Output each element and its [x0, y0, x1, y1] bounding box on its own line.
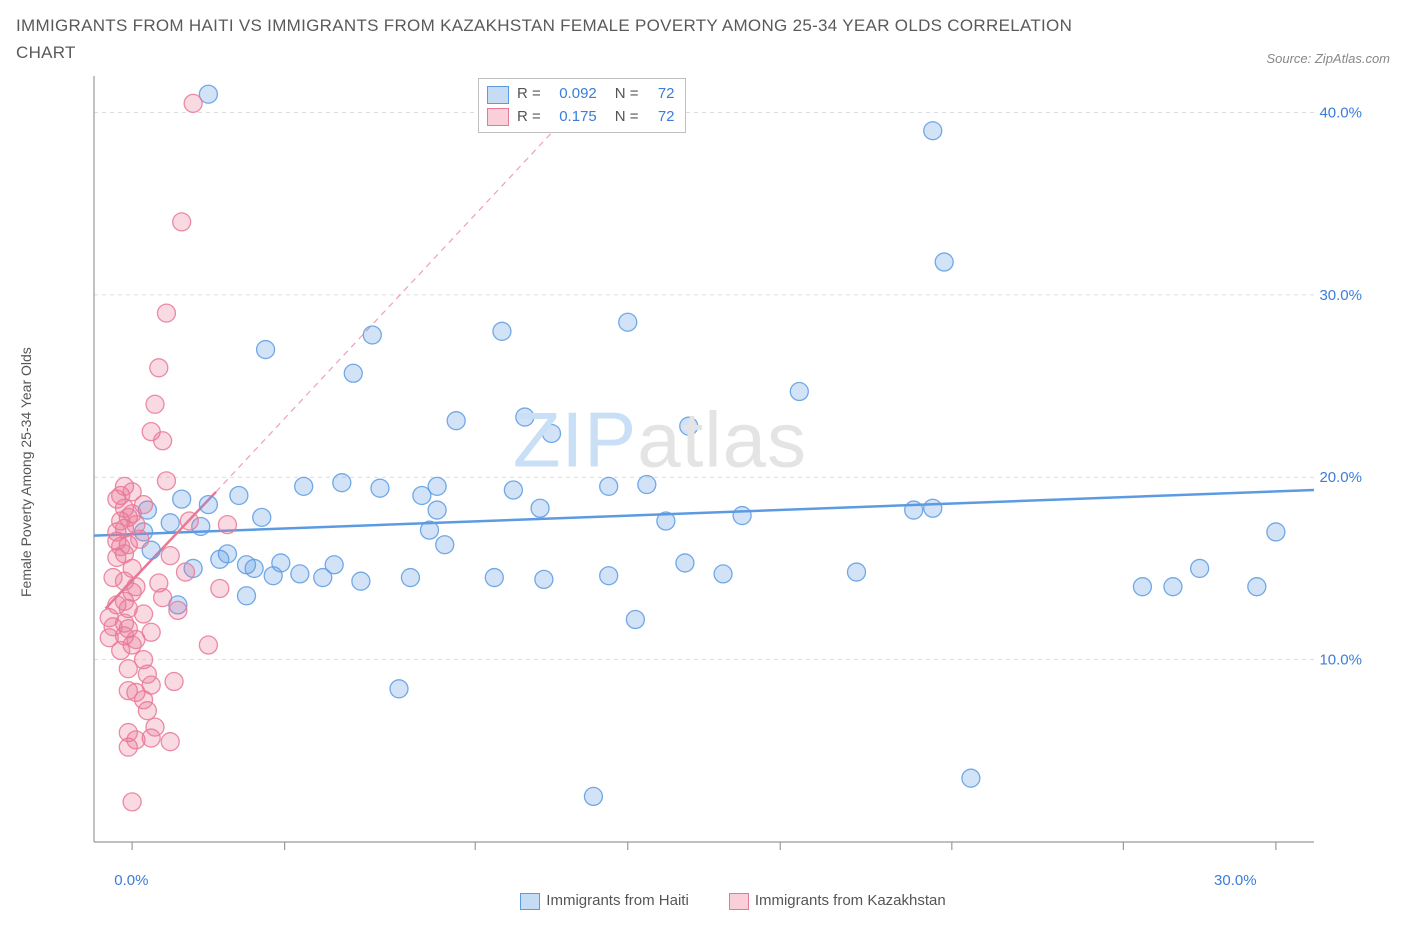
n-value: 72: [647, 106, 675, 129]
r-value: 0.175: [549, 106, 597, 129]
legend-swatch: [520, 893, 540, 910]
stats-legend-row: R = 0.175 N = 72: [487, 106, 675, 129]
n-label: N =: [615, 106, 639, 129]
chart-title: IMMIGRANTS FROM HAITI VS IMMIGRANTS FROM…: [16, 12, 1116, 66]
stats-legend-row: R = 0.092 N = 72: [487, 83, 675, 106]
svg-text:10.0%: 10.0%: [1319, 652, 1362, 669]
svg-text:40.0%: 40.0%: [1319, 105, 1362, 122]
legend-swatch: [487, 108, 509, 126]
legend-swatch: [729, 893, 749, 910]
r-label: R =: [517, 83, 541, 106]
legend-label: Immigrants from Haiti: [546, 892, 689, 909]
chart-area: Female Poverty Among 25-34 Year Olds ZIP…: [16, 72, 1390, 872]
svg-text:30.0%: 30.0%: [1319, 287, 1362, 304]
r-label: R =: [517, 106, 541, 129]
series-legend-item: Immigrants from Kazakhstan: [729, 892, 946, 910]
x-tick-label: 0.0%: [114, 872, 148, 889]
series-legend-item: Immigrants from Haiti: [520, 892, 689, 910]
source-label: Source: ZipAtlas.com: [1266, 51, 1390, 66]
n-label: N =: [615, 83, 639, 106]
legend-swatch: [487, 86, 509, 104]
x-tick-label: 30.0%: [1214, 872, 1257, 889]
svg-text:20.0%: 20.0%: [1319, 470, 1362, 487]
n-value: 72: [647, 83, 675, 106]
x-axis-labels: 0.0% 30.0%: [56, 872, 1330, 894]
y-axis-label: Female Poverty Among 25-34 Year Olds: [16, 72, 38, 872]
scatter-plot: 10.0% 20.0% 30.0% 40.0%: [38, 72, 1390, 872]
legend-label: Immigrants from Kazakhstan: [755, 892, 946, 909]
r-value: 0.092: [549, 83, 597, 106]
series-legend: Immigrants from Haiti Immigrants from Kaz…: [76, 892, 1390, 910]
stats-legend: R = 0.092 N = 72 R = 0.175 N = 72: [478, 78, 686, 133]
